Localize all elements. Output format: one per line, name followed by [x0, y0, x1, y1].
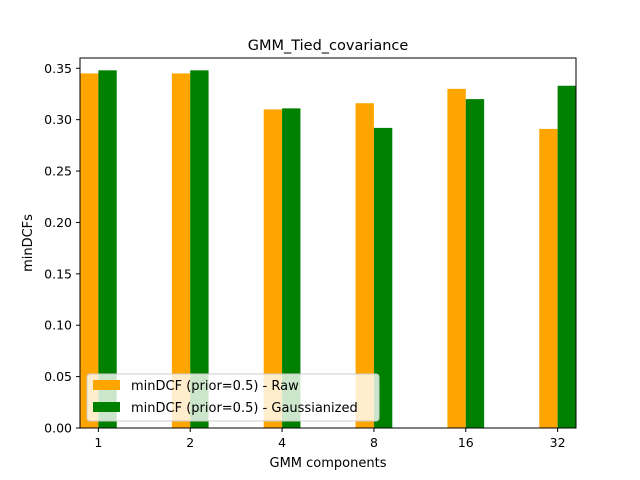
- y-tick-label: 0.25: [44, 164, 72, 179]
- x-axis-label: GMM components: [270, 456, 387, 471]
- y-tick-label: 0.00: [44, 421, 72, 436]
- bar-raw-16: [447, 88, 466, 428]
- bar-raw-32: [539, 128, 558, 428]
- y-tick-label: 0.10: [44, 318, 72, 333]
- bars-layer: [80, 70, 576, 429]
- y-axis: 0.00 0.05 0.10 0.15 0.20 0.25 0.30 0.35: [44, 61, 80, 436]
- y-tick-label: 0.20: [44, 215, 72, 230]
- bar-raw-1: [80, 73, 99, 429]
- x-tick-label: 4: [278, 435, 286, 450]
- legend-swatch-gaussianized: [93, 402, 120, 412]
- legend-label-raw: minDCF (prior=0.5) - Raw: [131, 379, 299, 394]
- plot-frame: [79, 57, 577, 429]
- bar-gaussianized-1: [98, 70, 117, 428]
- bar-gaussianized-16: [465, 99, 485, 428]
- y-tick-label: 0.05: [44, 369, 72, 384]
- x-tick-label: 16: [458, 435, 474, 450]
- bar-gaussianized-8: [373, 127, 393, 428]
- bar-raw-4: [263, 109, 283, 428]
- bar-raw-8: [355, 103, 374, 428]
- legend-label-gaussianized: minDCF (prior=0.5) - Gaussianized: [131, 401, 358, 416]
- legend: minDCF (prior=0.5) - Raw minDCF (prior=0…: [86, 373, 380, 422]
- bar-gaussianized-32: [557, 85, 576, 428]
- bar-gaussianized-2: [190, 70, 209, 428]
- x-tick-label: 8: [370, 435, 378, 450]
- bar-raw-2: [171, 73, 191, 429]
- y-axis-label: minDCFs: [21, 214, 36, 272]
- x-tick-label: 1: [94, 435, 102, 450]
- bar-gaussianized-4: [282, 108, 301, 428]
- x-tick-label: 32: [550, 435, 566, 450]
- x-tick-label: 2: [186, 435, 194, 450]
- y-tick-label: 0.35: [44, 61, 72, 76]
- y-tick-label: 0.15: [44, 266, 72, 281]
- legend-swatch-raw: [93, 380, 120, 390]
- legend-box: [86, 373, 380, 422]
- x-axis: 1 2 4 8 16 32: [94, 428, 566, 450]
- y-tick-label: 0.30: [44, 112, 72, 127]
- chart-title: GMM_Tied_covariance: [248, 38, 409, 54]
